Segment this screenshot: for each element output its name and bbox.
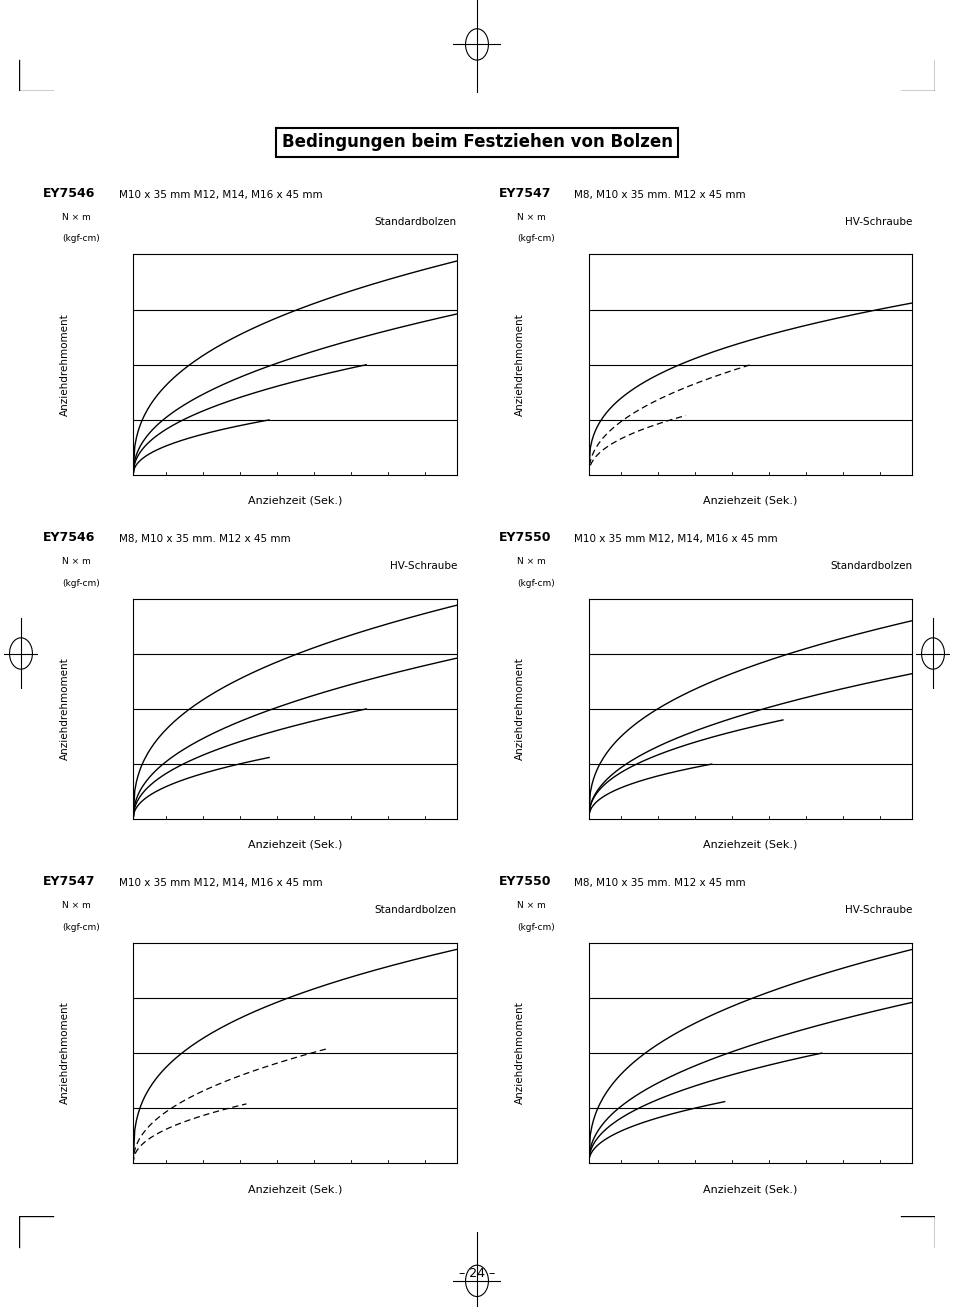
Text: HV-Schraube: HV-Schraube — [844, 217, 911, 226]
Text: (kgf-cm): (kgf-cm) — [517, 579, 555, 588]
Text: M8, M10 x 35 mm. M12 x 45 mm: M8, M10 x 35 mm. M12 x 45 mm — [574, 878, 745, 887]
Text: Anziehdrehmoment: Anziehdrehmoment — [515, 1001, 525, 1104]
Text: (kgf-cm): (kgf-cm) — [517, 234, 555, 243]
Text: M8, M10 x 35 mm. M12 x 45 mm: M8, M10 x 35 mm. M12 x 45 mm — [574, 190, 745, 200]
Text: N × m: N × m — [517, 557, 546, 566]
Text: (kgf-cm): (kgf-cm) — [517, 923, 555, 932]
Text: (kgf-cm): (kgf-cm) — [62, 234, 99, 243]
Text: Anziehdrehmoment: Anziehdrehmoment — [60, 314, 70, 416]
Text: HV-Schraube: HV-Schraube — [389, 561, 456, 571]
Text: EY7546: EY7546 — [43, 187, 95, 200]
Text: N × m: N × m — [62, 902, 91, 910]
Text: (kgf-cm): (kgf-cm) — [62, 579, 99, 588]
Text: Anziehdrehmoment: Anziehdrehmoment — [515, 657, 525, 761]
Text: (kgf-cm): (kgf-cm) — [62, 923, 99, 932]
Text: Anziehzeit (Sek.): Anziehzeit (Sek.) — [248, 1184, 342, 1195]
Text: M8, M10 x 35 mm. M12 x 45 mm: M8, M10 x 35 mm. M12 x 45 mm — [119, 533, 291, 544]
Text: Anziehdrehmoment: Anziehdrehmoment — [515, 314, 525, 416]
Text: EY7550: EY7550 — [497, 876, 551, 889]
Text: N × m: N × m — [62, 213, 91, 222]
Text: N × m: N × m — [62, 557, 91, 566]
Text: EY7547: EY7547 — [497, 187, 551, 200]
Text: M10 x 35 mm M12, M14, M16 x 45 mm: M10 x 35 mm M12, M14, M16 x 45 mm — [119, 190, 322, 200]
Text: – 24 –: – 24 – — [458, 1266, 495, 1280]
Text: Anziehzeit (Sek.): Anziehzeit (Sek.) — [248, 840, 342, 850]
Text: Anziehzeit (Sek.): Anziehzeit (Sek.) — [702, 1184, 797, 1195]
Text: HV-Schraube: HV-Schraube — [844, 904, 911, 915]
Text: Standardbolzen: Standardbolzen — [829, 561, 911, 571]
Text: M10 x 35 mm M12, M14, M16 x 45 mm: M10 x 35 mm M12, M14, M16 x 45 mm — [574, 533, 778, 544]
Text: N × m: N × m — [517, 902, 546, 910]
Text: EY7547: EY7547 — [43, 876, 95, 889]
Text: Anziehdrehmoment: Anziehdrehmoment — [60, 657, 70, 761]
Text: Anziehdrehmoment: Anziehdrehmoment — [60, 1001, 70, 1104]
Text: M10 x 35 mm M12, M14, M16 x 45 mm: M10 x 35 mm M12, M14, M16 x 45 mm — [119, 878, 322, 887]
Text: N × m: N × m — [517, 213, 546, 222]
Text: Anziehzeit (Sek.): Anziehzeit (Sek.) — [248, 495, 342, 506]
Text: Standardbolzen: Standardbolzen — [375, 217, 456, 226]
Text: Anziehzeit (Sek.): Anziehzeit (Sek.) — [702, 840, 797, 850]
Text: Bedingungen beim Festziehen von Bolzen: Bedingungen beim Festziehen von Bolzen — [281, 133, 672, 152]
Text: EY7550: EY7550 — [497, 531, 551, 544]
Text: Standardbolzen: Standardbolzen — [375, 904, 456, 915]
Text: Anziehzeit (Sek.): Anziehzeit (Sek.) — [702, 495, 797, 506]
Text: EY7546: EY7546 — [43, 531, 95, 544]
